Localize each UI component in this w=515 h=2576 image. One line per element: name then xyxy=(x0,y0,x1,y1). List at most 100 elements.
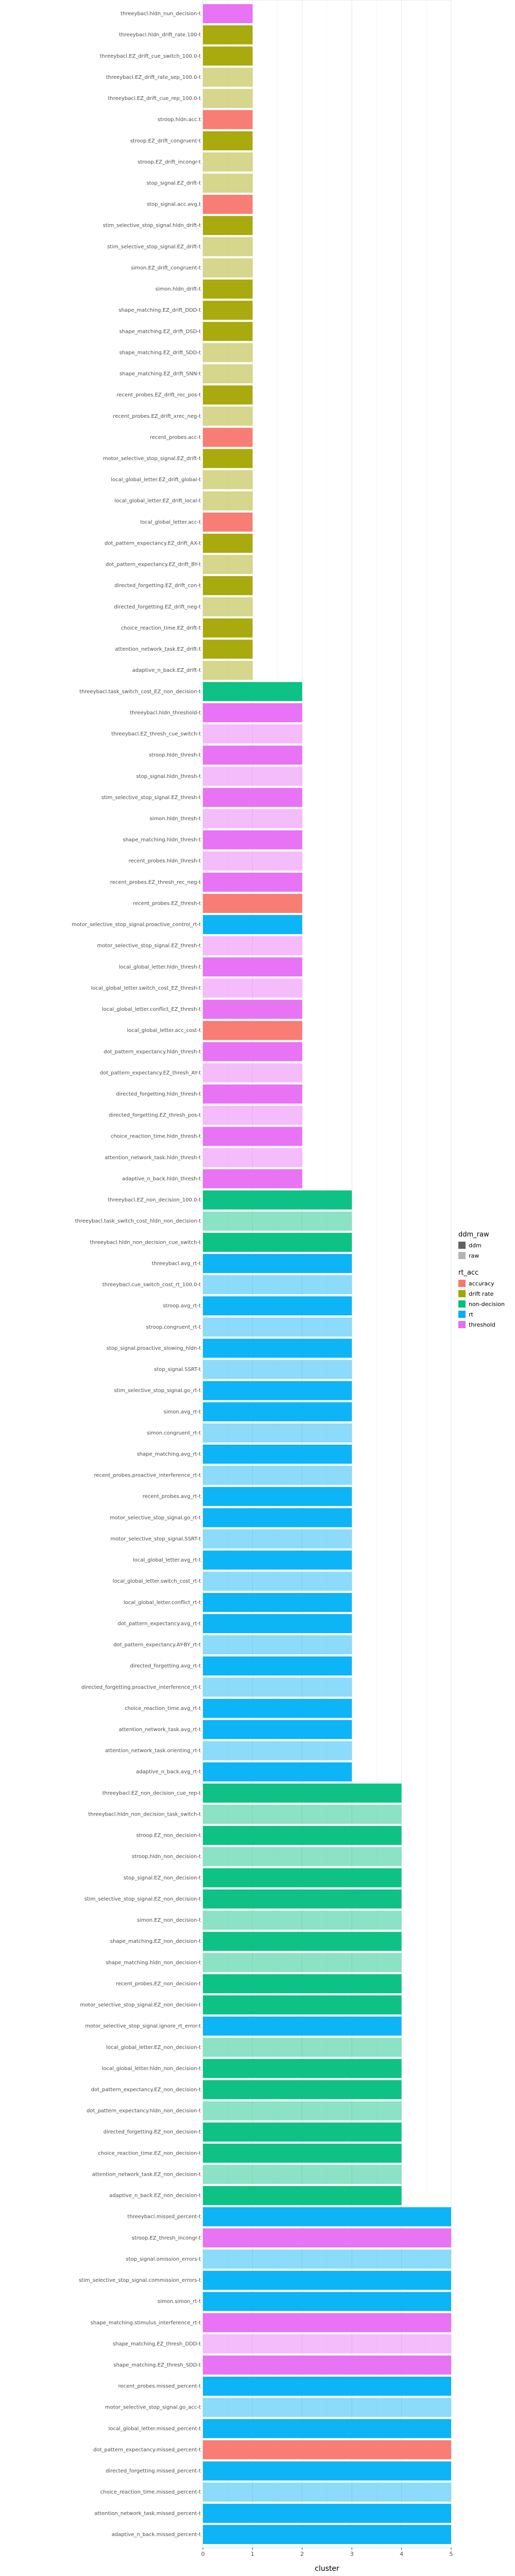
y-tick-label: stroop.congruent_rt-t xyxy=(146,1325,201,1330)
y-tick-label: motor_selective_stop_signal.EZ_non_decis… xyxy=(80,2003,201,2008)
bar-45 xyxy=(203,957,302,977)
y-tick-label: recent_probes.missed_percent-t xyxy=(118,2384,201,2389)
y-tick-label: threeybacl.cue_switch_cost_rt_100.0-t xyxy=(102,1282,201,1288)
bar-50 xyxy=(203,1063,302,1082)
legend-key-accuracy xyxy=(458,1280,466,1287)
bar-73 xyxy=(203,1550,352,1570)
bar-70 xyxy=(203,1487,352,1506)
y-tick-label: directed_forgetting.missed_percent-t xyxy=(106,2468,201,2474)
bar-5 xyxy=(203,110,253,129)
y-tick-label: simon.EZ_drift_congruent-t xyxy=(131,265,201,271)
y-tick-label: local_global_letter.hldn_non_decision-t xyxy=(102,2066,201,2072)
bar-87 xyxy=(203,1847,402,1867)
y-tick-label: dot_pattern_expectancy.hldn_non_decision… xyxy=(87,2108,201,2114)
bar-78 xyxy=(203,1656,352,1676)
bar-75 xyxy=(203,1592,352,1612)
legend-title-ddm-raw: ddm_raw xyxy=(458,1231,489,1239)
y-tick-label: simon.EZ_non_decision-t xyxy=(137,1918,201,1923)
y-tick-label: threeybacl.hldn_drift_rate.100-t xyxy=(119,32,201,38)
y-tick-label: adaptive_n_back.missed_percent-t xyxy=(112,2532,201,2537)
bar-24 xyxy=(203,512,253,532)
y-tick-label: threeybacl.task_switch_cost_EZ_non_decis… xyxy=(79,689,201,694)
x-tick-label: 2 xyxy=(300,2551,304,2557)
y-tick-label: local_global_letter.conflict_rt-t xyxy=(124,1600,201,1605)
bar-79 xyxy=(203,1677,352,1697)
bar-55 xyxy=(203,1169,302,1189)
y-tick-label: threeybacl.EZ_drift_cue_switch_100.0-t xyxy=(100,54,201,59)
y-tick-label: stroop.EZ_thresh_incongr-t xyxy=(132,2235,201,2241)
y-tick-label: motor_selective_stop_signal.go_acc-t xyxy=(105,2405,201,2411)
x-tick-label: 5 xyxy=(450,2551,453,2557)
bar-28 xyxy=(203,597,253,617)
y-tick-label: adaptive_n_back.hldn_thresh-t xyxy=(122,1176,201,1182)
bar-6 xyxy=(203,131,253,150)
y-tick-label: motor_selective_stop_signal.SSRT-t xyxy=(110,1536,201,1542)
bar-100 xyxy=(203,2122,402,2142)
bar-72 xyxy=(203,1529,352,1549)
y-tick-label: recent_probes.EZ_thresh-t xyxy=(133,901,201,906)
bar-90 xyxy=(203,1910,402,1930)
legend-label: rt xyxy=(469,1311,474,1318)
y-tick-label: directed_forgetting.EZ_drift_neg-t xyxy=(114,604,201,610)
y-tick-label: stim_selective_stop_signal.hldn_drift-t xyxy=(103,223,201,229)
y-tick-label: shape_matching.EZ_drift_DSD-t xyxy=(119,329,201,334)
y-tick-label: local_global_letter.EZ_drift_local-t xyxy=(114,498,201,504)
bar-35 xyxy=(203,745,302,765)
legend-key-drift-rate xyxy=(458,1290,466,1297)
bar-106 xyxy=(203,2249,451,2269)
bar-54 xyxy=(203,1148,302,1167)
y-tick-label: motor_selective_stop_signal.proactive_co… xyxy=(72,922,201,928)
bar-71 xyxy=(203,1508,352,1528)
bar-111 xyxy=(203,2355,451,2375)
y-tick-labels: threeybacl.hldn_nun_decision-t threeybacl… xyxy=(72,11,201,2538)
y-tick-label: stop_signal.EZ_non_decision-t xyxy=(124,1875,201,1881)
bar-89 xyxy=(203,1889,402,1909)
legend-key-ddm xyxy=(458,1242,466,1249)
bar-44 xyxy=(203,936,302,956)
bar-80 xyxy=(203,1699,352,1718)
legend-label: ddm xyxy=(469,1242,482,1249)
bar-40 xyxy=(203,851,302,871)
y-tick-label: attention_network_task.orienting_rt-t xyxy=(105,1748,201,1754)
y-tick-label: stroop.hldn_thresh-t xyxy=(149,753,201,758)
y-tick-label: threeybacl.hldn_threshold-t xyxy=(130,710,201,716)
bars xyxy=(203,4,451,2544)
y-tick-label: simon.congruent_rt-t xyxy=(147,1430,201,1436)
y-tick-label: adaptive_n_back.EZ_non_decision-t xyxy=(109,2193,201,2199)
bar-56 xyxy=(203,1190,352,1210)
y-tick-label: stroop.EZ_non_decision-t xyxy=(136,1833,201,1839)
y-tick-label: shape_matching.EZ_thresh_DDD-t xyxy=(113,2341,201,2347)
bar-66 xyxy=(203,1402,352,1421)
bar-12 xyxy=(203,258,253,278)
bar-101 xyxy=(203,2143,402,2163)
bar-109 xyxy=(203,2313,451,2332)
x-tick-label: 4 xyxy=(400,2551,403,2557)
bar-38 xyxy=(203,809,302,828)
bar-92 xyxy=(203,1953,402,1972)
bar-20 xyxy=(203,428,253,447)
y-tick-label: stroop.avg_rt-t xyxy=(163,1303,201,1309)
bar-10 xyxy=(203,216,253,235)
bar-107 xyxy=(203,2270,451,2290)
y-tick-label: dot_pattern_expectancy.EZ_drift_AX-t xyxy=(105,540,201,546)
bar-7 xyxy=(203,152,253,172)
legend-key-raw xyxy=(458,1252,466,1259)
bar-118 xyxy=(203,2503,451,2523)
legend-label: drift rate xyxy=(469,1291,494,1297)
bar-30 xyxy=(203,639,253,659)
bar-114 xyxy=(203,2419,451,2438)
y-tick-label: stop_signal.acc.avg.t xyxy=(147,202,201,208)
y-tick-label: local_global_letter.acc_cost-t xyxy=(127,1028,201,1033)
y-tick-label: shape_matching.hldn_thresh-t xyxy=(123,837,201,843)
y-tick-label: attention_network_task.EZ_non_decision-t xyxy=(92,2172,201,2177)
y-tick-label: threeybacl.avg_rt-t xyxy=(152,1261,201,1266)
y-tick-label: motor_selective_stop_signal.go_rt-t xyxy=(110,1515,201,1521)
bar-77 xyxy=(203,1635,352,1655)
legend-title-rt-acc: rt_acc xyxy=(458,1269,478,1277)
bar-37 xyxy=(203,788,302,807)
y-tick-label: recent_probes.EZ_drift_rec_pos-t xyxy=(116,393,201,398)
y-tick-label: stop_signal.omission_errors-t xyxy=(126,2257,201,2262)
y-tick-label: local_global_letter.switch_cost_rt-t xyxy=(113,1579,201,1584)
y-tick-label: dot_pattern_expectancy.EZ_thresh_AY-t xyxy=(100,1070,201,1076)
bar-76 xyxy=(203,1614,352,1633)
